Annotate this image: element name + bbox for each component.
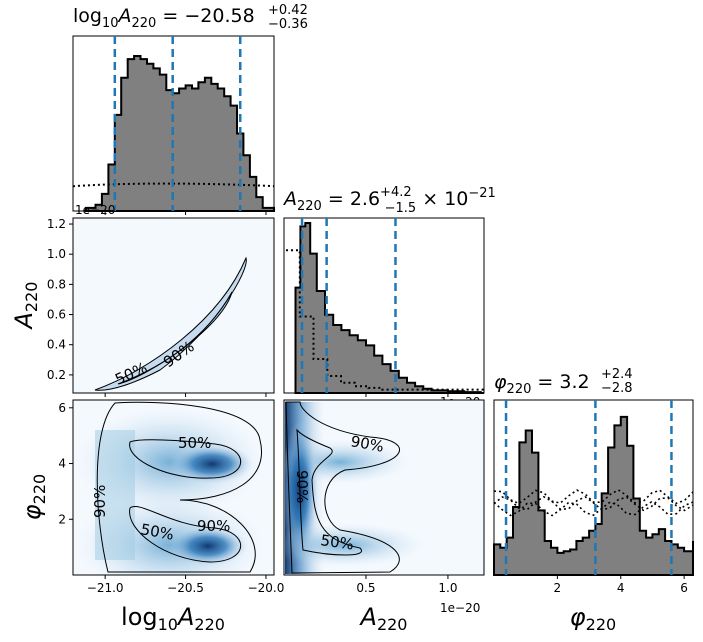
histogram	[294, 222, 484, 394]
title-sup-log10A220: +0.42	[268, 3, 308, 18]
histogram-step	[493, 415, 694, 576]
contour-label-50-lower: 50%	[139, 520, 175, 544]
contour-label-50-upper: 50%	[178, 434, 211, 452]
x-tick-label-1: 1.0	[438, 581, 457, 595]
x-ticks: 0.5 1.0	[356, 575, 457, 595]
quantile-lines	[113, 36, 242, 211]
y-tick-label-2: 6	[58, 401, 66, 415]
y-tick-label-1: 4	[58, 457, 66, 471]
contour-label-90-upper: 90%	[349, 432, 385, 456]
y-tick-label-3: 0.8	[47, 277, 66, 291]
title-log10A220: log10A220 = −20.58	[73, 5, 255, 31]
y-tick-label-1: 0.4	[47, 338, 66, 352]
x-tick-label-2: 6	[680, 581, 688, 595]
axes-frame	[283, 399, 485, 576]
title-sup-phi220: +2.4	[601, 367, 633, 382]
y-axis-label-phi220: φ220	[18, 474, 49, 520]
title-subv-phi220: −2.8	[601, 381, 633, 396]
prior-curve-1	[493, 489, 694, 505]
x-ticks: 2 4 6	[554, 575, 688, 595]
x-tick-label-0: −21.0	[87, 581, 124, 595]
density-contours	[284, 401, 425, 574]
y-ticks: 0.2 0.4 0.6 0.8 1.0 1.2	[47, 217, 73, 382]
y-tick-label-2: 0.6	[47, 308, 66, 322]
density-contours	[75, 401, 265, 575]
histogram	[84, 55, 275, 212]
panel-marginal-phi220: 2 4 6 φ220 = 3.2 +2.4 −2.8 φ220	[493, 367, 694, 634]
title-A220: A220 = 2.6+4.2 −1.5 × 10−21	[282, 185, 496, 216]
prior-line	[493, 489, 694, 517]
y-tick-label-0: 0.2	[47, 368, 66, 382]
panel-joint-A220-phi220: 90% 50% 90% 0.5 1.0 1e−20 A220	[283, 399, 485, 634]
axis-ticks-upper	[104, 211, 449, 397]
quantile-lines	[300, 218, 397, 393]
x-tick-label-1: −20.5	[167, 581, 204, 595]
contour-label-90-right: 90%	[197, 517, 230, 535]
histogram	[493, 415, 694, 576]
x-ticks: −21.0 −20.5 −20.0	[87, 575, 285, 595]
x-axis-label-A220: A220	[359, 603, 408, 634]
contour-label-90-left: 90%	[293, 470, 311, 503]
quantile-lines	[504, 400, 673, 575]
x-tick-label-0: 2	[554, 581, 562, 595]
y-ticks: 2 4 6	[58, 401, 73, 526]
histogram-step	[294, 222, 484, 394]
panel-marginal-log10A220: log10A220 = −20.58 +0.42 −0.36 1e−20	[72, 3, 308, 217]
contour-label-90-left: 90%	[91, 485, 109, 518]
x-tick-label-0: 0.5	[356, 581, 375, 595]
title-phi220: φ220 = 3.2	[494, 371, 590, 397]
x-tick-label-2: −20.0	[248, 581, 285, 595]
density-contours	[94, 256, 247, 391]
y-tick-label-4: 1.0	[47, 247, 66, 261]
title-subv-log10A220: −0.36	[268, 17, 308, 32]
x-axis-label-phi220: φ220	[570, 603, 616, 634]
offset-label: 1e−20	[75, 203, 115, 217]
panel-joint-log10A220-phi220: 50% 50% 90% 90% −21.0 −20.5 −20.0 2 4 6 φ220…	[18, 399, 285, 634]
panel-joint-log10A220-A220: 50% 90% 0.20.40.60.81.01.2 A220	[10, 217, 275, 394]
axes-frame	[72, 399, 275, 576]
prior-curve-2	[493, 500, 694, 517]
contour-label-50: 50%	[319, 531, 355, 553]
histogram-step	[84, 55, 275, 212]
y-axis-label-A220: A220	[10, 282, 41, 331]
panel-marginal-A220: A220 = 2.6+4.2−1.5 × 10−21 1e−20	[282, 185, 496, 409]
y-tick-label-0: 2	[58, 512, 66, 526]
axes-frame	[72, 217, 275, 394]
y-tick-label-5: 1.2	[47, 217, 66, 231]
offset-label: 1e−20	[440, 601, 480, 615]
x-tick-label-1: 4	[617, 581, 625, 595]
x-axis-label-log10A220: log10A220	[121, 603, 225, 634]
